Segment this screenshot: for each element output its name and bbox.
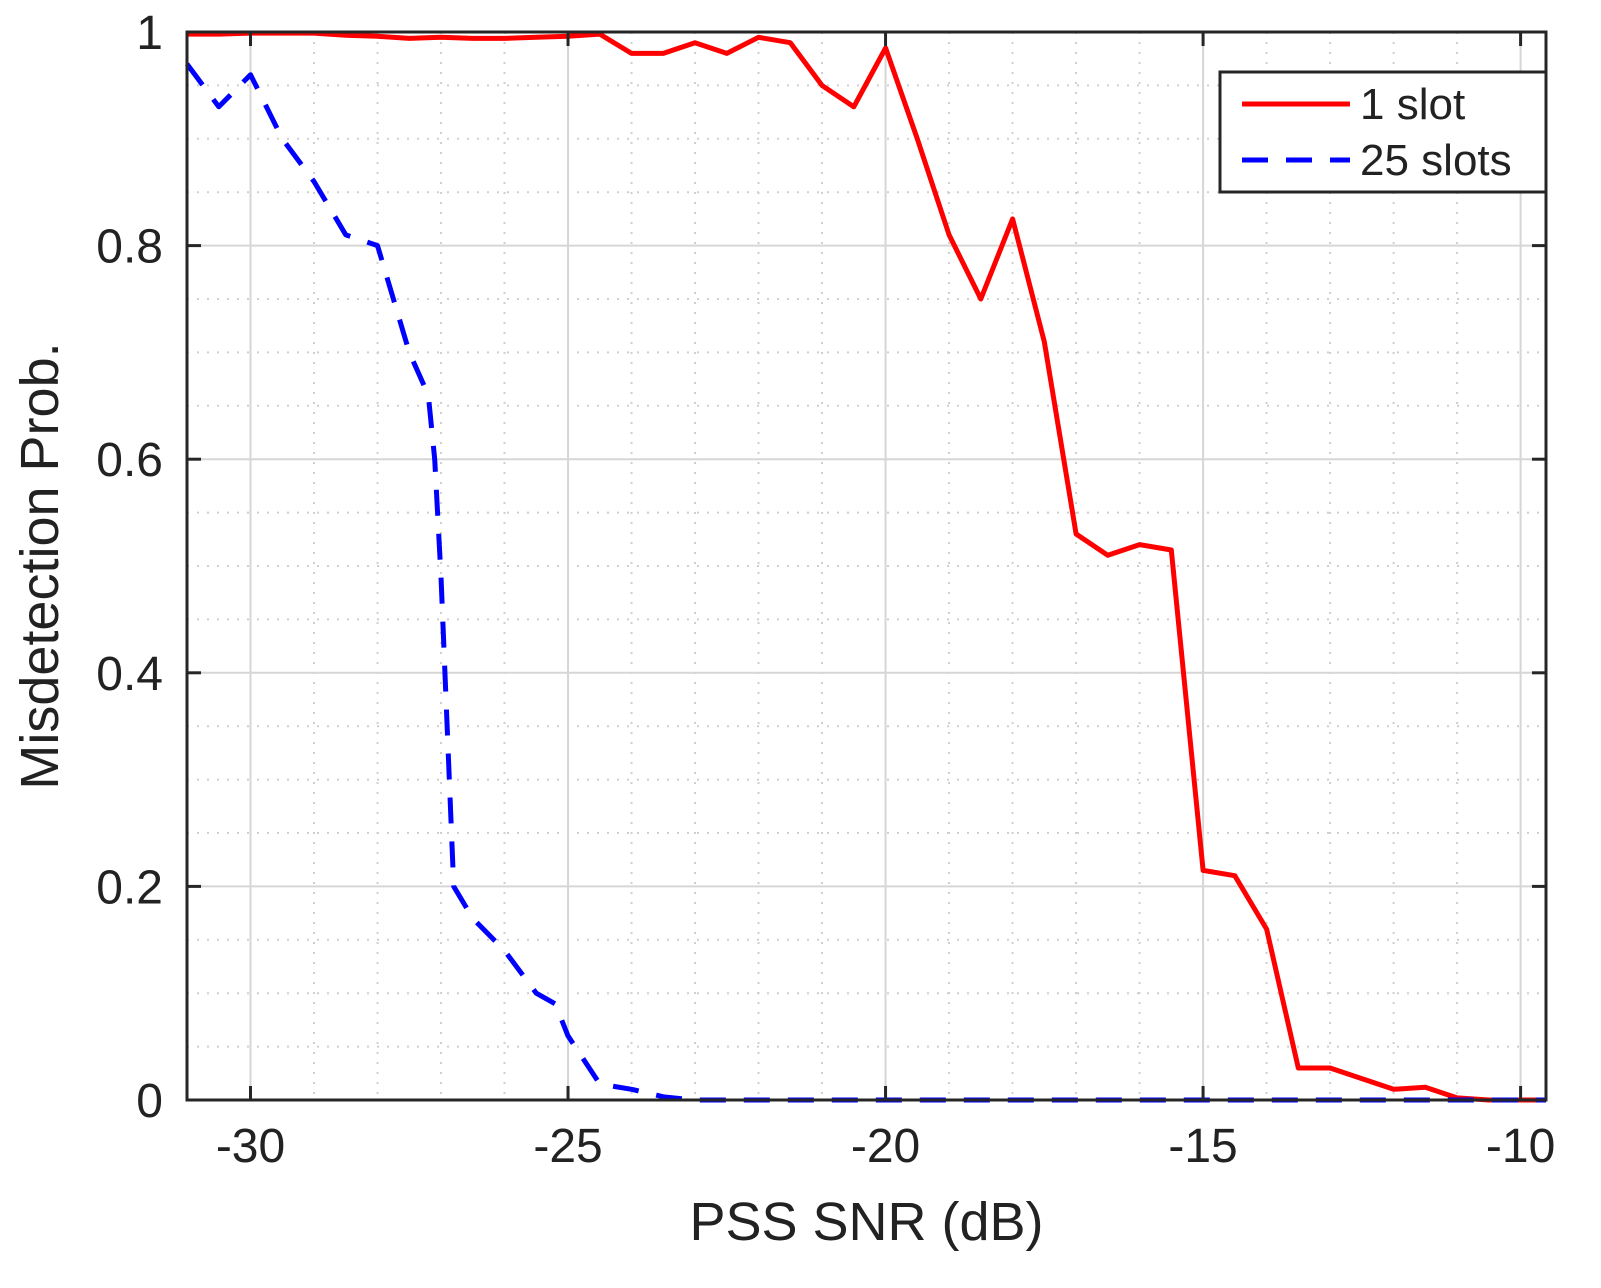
x-axis-title: PSS SNR (dB) — [689, 1192, 1043, 1252]
x-tick-label: -25 — [533, 1120, 602, 1173]
y-tick-label: 0.6 — [96, 434, 163, 487]
y-tick-label: 0.2 — [96, 861, 163, 914]
y-tick-label: 0.4 — [96, 648, 163, 701]
x-tick-label: -15 — [1168, 1120, 1237, 1173]
y-tick-label: 1 — [136, 7, 163, 60]
legend: 1 slot 25 slots — [1218, 70, 1548, 194]
plot-area-frame — [185, 30, 1548, 1102]
x-tick-label: -10 — [1486, 1120, 1555, 1173]
legend-label-2: 25 slots — [1360, 136, 1512, 185]
legend-box — [1218, 70, 1548, 194]
data-series — [184, 30, 1546, 1103]
legend-label-1: 1 slot — [1360, 80, 1465, 129]
x-tick-label: -20 — [851, 1120, 920, 1173]
x-tick-label: -30 — [216, 1120, 285, 1173]
y-tick-label: 0.8 — [96, 221, 163, 274]
series-line-1 — [187, 30, 1546, 1103]
y-axis-title: Misdetection Prob. — [10, 342, 70, 789]
axis-ticks: -30 -25 -20 -15 -10 0 0.2 0.4 0.6 0.8 1 — [96, 7, 1555, 1173]
y-tick-label: 0 — [136, 1075, 163, 1128]
